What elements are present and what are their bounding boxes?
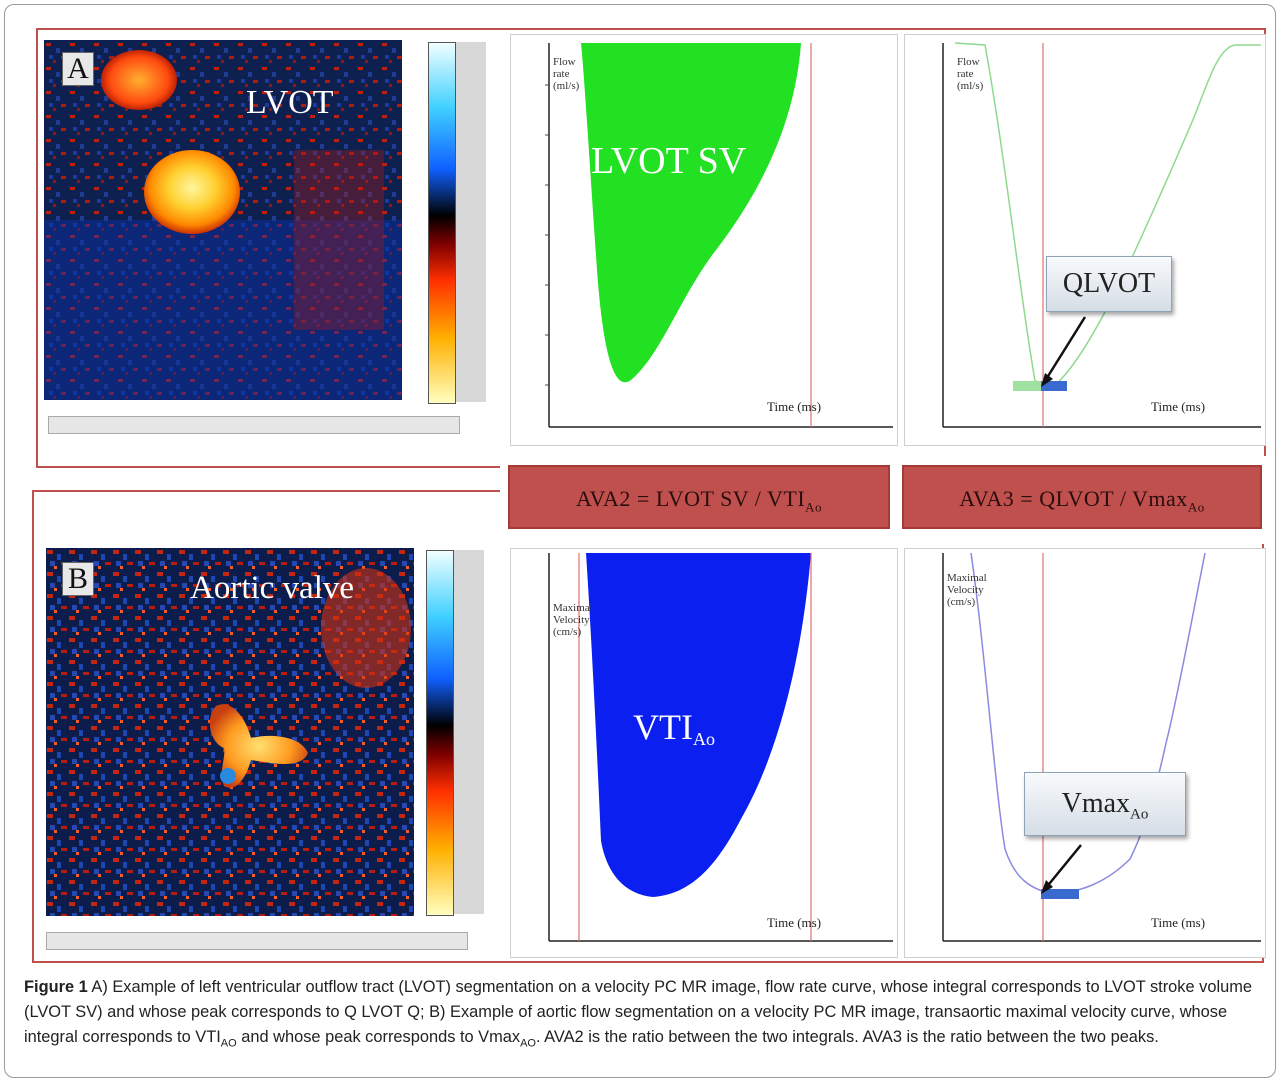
chart-qlvot-svg: Flow rate (ml/s) Time (ms) bbox=[942, 42, 1261, 428]
scrollbar-b[interactable] bbox=[46, 932, 468, 950]
vmax-xlabel: Time (ms) bbox=[1151, 915, 1205, 930]
chart-vmax: Maximal Velocity (cm/s) Time (ms) bbox=[904, 548, 1266, 958]
lvot-sv-label: LVOT SV bbox=[591, 140, 747, 182]
vmax-ylabel-3: (cm/s) bbox=[947, 596, 975, 608]
caption-sub-2: AO bbox=[520, 1037, 536, 1050]
panel-a-label: A bbox=[62, 52, 94, 86]
qlvot-callout: QLVOT bbox=[1046, 256, 1172, 312]
sv-xlabel: Time (ms) bbox=[767, 399, 821, 414]
lvot-mr-image bbox=[44, 40, 402, 400]
vmax-ylabel-1: Maximal bbox=[947, 572, 987, 584]
vmax-callout: VmaxAo bbox=[1024, 772, 1186, 836]
figure-label: Figure 1 bbox=[24, 978, 88, 996]
lvot-velocity-map bbox=[44, 40, 402, 400]
sv-ylabel-1: Flow bbox=[553, 56, 576, 68]
caption-text-1: A) Example of left ventricular outflow t… bbox=[24, 978, 1252, 1046]
vti-xlabel: Time (ms) bbox=[767, 915, 821, 930]
ava2-formula: AVA2 = LVOT SV / VTIAo bbox=[508, 465, 890, 529]
vmax-ylabel-2: Velocity bbox=[947, 584, 984, 596]
scrollbar-a[interactable] bbox=[48, 416, 460, 434]
colorbar-b-ticks bbox=[454, 550, 484, 914]
caption-text-2: and whose peak corresponds to Vmax bbox=[236, 1028, 521, 1046]
q-ylabel-1: Flow bbox=[957, 56, 980, 68]
aortic-valve-title: Aortic valve bbox=[190, 570, 355, 606]
chart-lvot-sv-svg: LVOT SV Flow rate (ml/s) Time (ms) bbox=[545, 43, 893, 428]
aortic-mr-image bbox=[46, 548, 414, 916]
sv-ylabel-3: (ml/s) bbox=[553, 80, 580, 92]
q-ylabel-3: (ml/s) bbox=[957, 80, 984, 92]
vti-ylabel-1: Maximal bbox=[553, 602, 593, 614]
figure-1: A LVOT LVOT SV Flow rate (ml/s) Time (ms… bbox=[32, 28, 1270, 963]
chart-vti: VTIAo Maximal Velocity (cm/s) Time (ms) bbox=[510, 548, 898, 958]
vti-label-sub: Ao bbox=[693, 729, 715, 749]
vti-ylabel-3: (cm/s) bbox=[553, 626, 581, 638]
page-frame bbox=[4, 4, 1276, 1078]
velocity-colorbar-b bbox=[426, 550, 454, 916]
ava2-main: AVA2 = LVOT SV / VTI bbox=[575, 486, 806, 511]
ava2-sub: Ao bbox=[805, 499, 823, 515]
chart-vmax-svg: Maximal Velocity (cm/s) Time (ms) bbox=[942, 552, 1261, 942]
chart-lvot-sv: LVOT SV Flow rate (ml/s) Time (ms) bbox=[510, 34, 898, 446]
ava3-main: AVA3 = QLVOT / Vmax bbox=[959, 486, 1188, 511]
q-ylabel-2: rate bbox=[957, 68, 974, 80]
vti-ylabel-2: Velocity bbox=[553, 614, 590, 626]
sv-ylabel-2: rate bbox=[553, 68, 570, 80]
caption-sub-1: AO bbox=[220, 1037, 237, 1050]
lvot-title: LVOT bbox=[246, 84, 334, 121]
chart-vti-svg: VTIAo Maximal Velocity (cm/s) Time (ms) bbox=[548, 553, 893, 942]
aortic-velocity-map bbox=[46, 548, 414, 916]
ava3-sub: Ao bbox=[1187, 499, 1205, 515]
panel-b-label: B bbox=[62, 562, 94, 596]
vmax-callout-main: Vmax bbox=[1061, 788, 1131, 819]
figure-caption: Figure 1 A) Example of left ventricular … bbox=[24, 975, 1254, 1056]
caption-text-3: . AVA2 is the ratio between the two inte… bbox=[535, 1028, 1159, 1046]
chart-qlvot: Flow rate (ml/s) Time (ms) bbox=[904, 34, 1266, 446]
vmax-callout-sub: Ao bbox=[1130, 806, 1149, 823]
colorbar-a-ticks bbox=[456, 42, 486, 402]
velocity-colorbar-a bbox=[428, 42, 456, 404]
q-xlabel: Time (ms) bbox=[1151, 399, 1205, 414]
ava3-formula: AVA3 = QLVOT / VmaxAo bbox=[902, 465, 1262, 529]
